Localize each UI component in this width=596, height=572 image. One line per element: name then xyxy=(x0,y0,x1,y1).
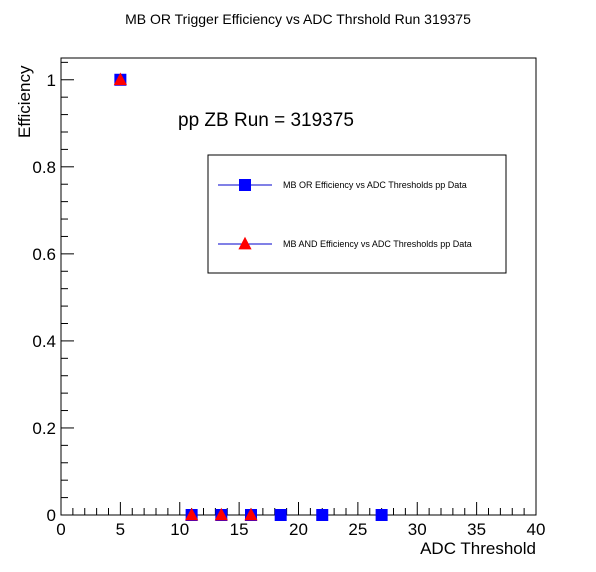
x-tick-label: 35 xyxy=(467,520,486,539)
legend-marker-square xyxy=(239,179,251,191)
x-axis-label: ADC Threshold xyxy=(420,539,536,558)
chart-title: MB OR Trigger Efficiency vs ADC Thrshold… xyxy=(125,11,471,27)
y-axis: 0 0.2 0.4 0.6 0.8 1 xyxy=(32,61,74,525)
series-1 xyxy=(114,73,388,521)
x-tick-label: 30 xyxy=(408,520,427,539)
y-tick-label: 1 xyxy=(47,71,56,90)
data-point-triangle xyxy=(244,507,258,521)
y-tick-label: 0 xyxy=(47,506,56,525)
legend-marker-triangle xyxy=(238,236,252,250)
data-point-triangle xyxy=(113,72,127,86)
y-axis-label: Efficiency xyxy=(15,65,34,138)
legend-box xyxy=(207,154,507,274)
x-tick-label: 20 xyxy=(289,520,308,539)
legend-label: MB AND Efficiency vs ADC Thresholds pp D… xyxy=(283,239,472,249)
series-2 xyxy=(113,72,258,521)
data-points xyxy=(113,72,388,521)
y-tick-label: 0.2 xyxy=(32,419,56,438)
data-point-square xyxy=(375,509,388,521)
data-point-triangle xyxy=(185,507,199,521)
y-tick-label: 0.4 xyxy=(32,332,56,351)
data-point-square xyxy=(274,509,287,521)
y-tick-label: 0.8 xyxy=(32,158,56,177)
legend: MB OR Efficiency vs ADC Thresholds pp Da… xyxy=(207,154,507,274)
x-tick-label: 5 xyxy=(116,520,125,539)
data-point-square xyxy=(316,509,329,521)
y-tick-label: 0.6 xyxy=(32,245,56,264)
x-tick-label: 15 xyxy=(230,520,249,539)
x-tick-label: 40 xyxy=(527,520,546,539)
legend-label: MB OR Efficiency vs ADC Thresholds pp Da… xyxy=(283,180,467,190)
plot-annotation: pp ZB Run = 319375 xyxy=(178,110,354,131)
data-point-triangle xyxy=(214,507,228,521)
x-tick-label: 25 xyxy=(348,520,367,539)
x-tick-label: 0 xyxy=(56,520,65,539)
x-axis: 0 5 10 15 20 25 30 35 40 xyxy=(56,502,545,539)
x-tick-label: 10 xyxy=(170,520,189,539)
